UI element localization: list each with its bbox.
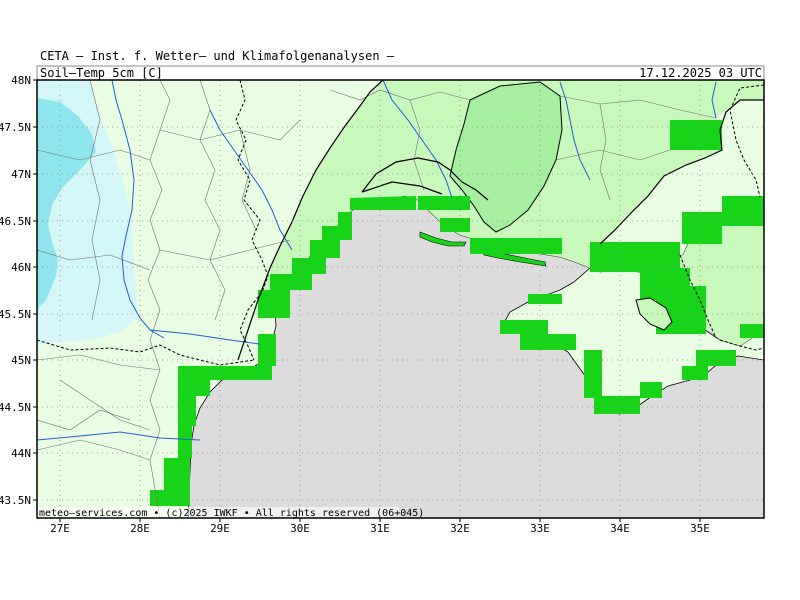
credit-text: meteo–services.com • (c)2025 IWKF • All … <box>39 508 424 519</box>
credit-strip <box>37 507 399 518</box>
cold-zone-strong <box>37 98 96 310</box>
lon-label-28e: 28E <box>130 522 150 535</box>
lat-label-47-5n: 47.5N <box>0 121 31 134</box>
country-borders <box>37 80 764 366</box>
kinburn-spit <box>419 231 467 247</box>
lat-label-46n: 46N <box>11 261 31 274</box>
lon-label-33e: 33E <box>530 522 550 535</box>
crimea-contour <box>635 297 673 331</box>
lon-labels: 27E 28E 29E 30E 31E 32E 33E 34E 35E <box>50 522 710 535</box>
lon-label-27e: 27E <box>50 522 70 535</box>
isotherms <box>237 80 764 361</box>
rivers <box>37 80 717 441</box>
plot-frame <box>36 79 765 519</box>
lat-label-45-5n: 45.5N <box>0 308 31 321</box>
lat-label-47n: 47N <box>11 168 31 181</box>
lat-label-46-5n: 46.5N <box>0 215 31 228</box>
crimea-dashed <box>679 254 717 339</box>
lat-label-44n: 44N <box>11 447 31 460</box>
lon-label-30e: 30E <box>290 522 310 535</box>
lon-label-29e: 29E <box>210 522 230 535</box>
lat-tick-marks <box>33 79 37 501</box>
lon-tick-marks <box>59 518 701 522</box>
lat-label-48n: 48N <box>11 74 31 87</box>
lon-label-34e: 34E <box>610 522 630 535</box>
variable-label: Soil–Temp 5cm [C] <box>40 66 163 80</box>
valid-time: 17.12.2025 03 UTC <box>639 66 762 80</box>
graticule <box>37 80 764 518</box>
map-layers <box>37 80 764 518</box>
lat-label-44-5n: 44.5N <box>0 401 31 414</box>
lon-label-32e: 32E <box>450 522 470 535</box>
land-deep-zone <box>449 81 563 233</box>
lon-label-31e: 31E <box>370 522 390 535</box>
lat-label-43-5n: 43.5N <box>0 494 31 507</box>
lon-label-35e: 35E <box>690 522 710 535</box>
lat-label-45n: 45N <box>11 354 31 367</box>
map-title: CETA – Inst. f. Wetter– und Klimafolgena… <box>40 49 395 63</box>
header-box <box>36 65 765 81</box>
lat-labels: 48N 47.5N 47N 46.5N 46N 45.5N 45N 44.5N … <box>0 74 31 507</box>
